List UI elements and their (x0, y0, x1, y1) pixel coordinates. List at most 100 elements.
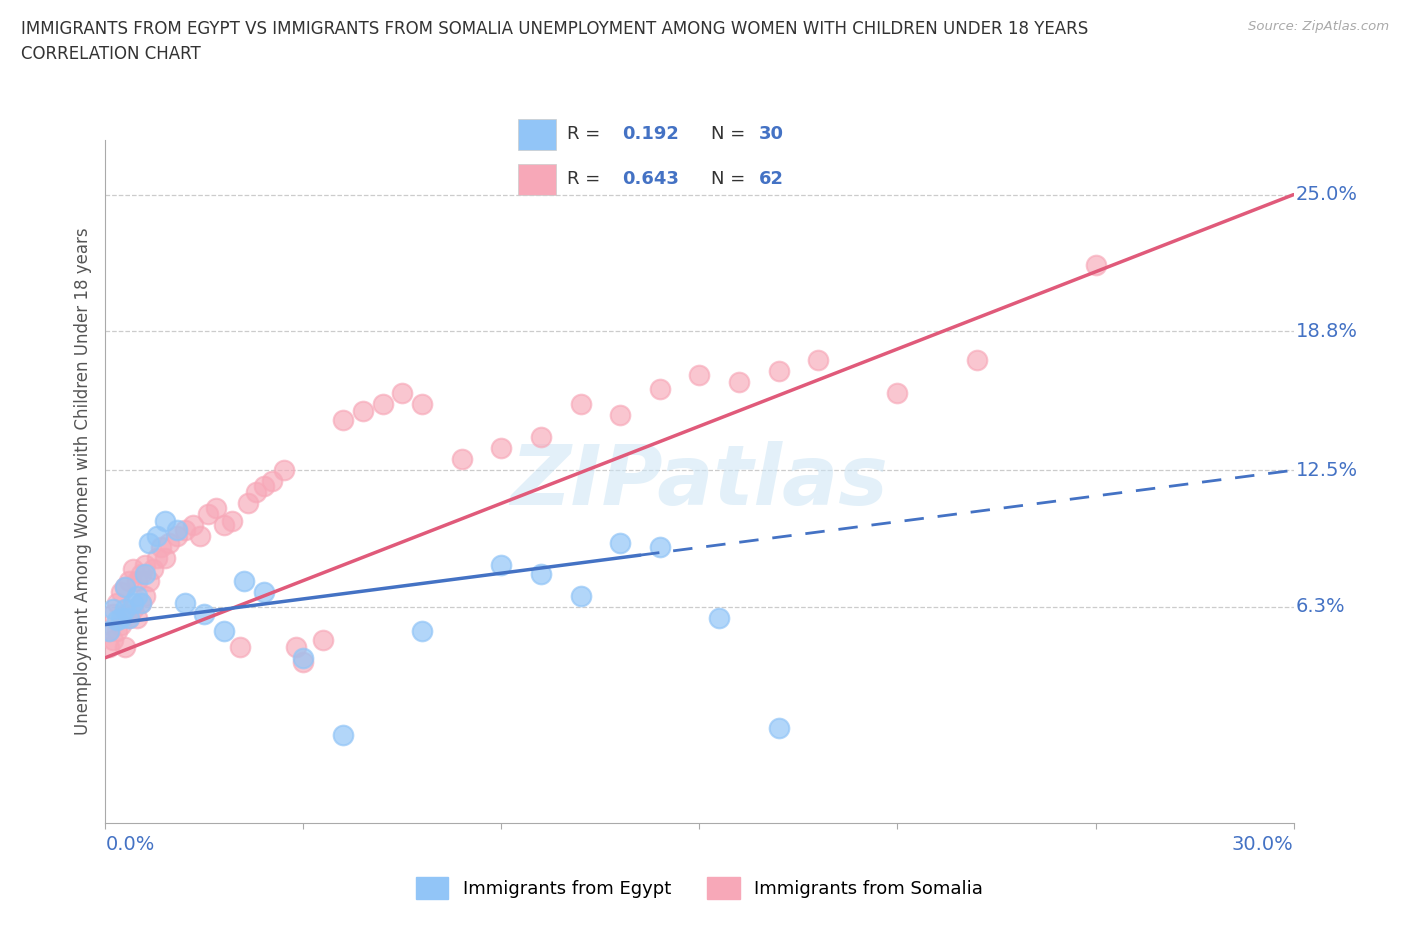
Point (173, 595, 195, 610)
Point (253, 478, 276, 493)
Text: ZIPatlas: ZIPatlas (510, 441, 889, 522)
Point (134, 558, 156, 573)
Point (352, 404, 374, 418)
Point (114, 639, 136, 654)
Point (118, 611, 141, 626)
Point (142, 562, 165, 577)
Point (197, 507, 219, 522)
Text: 18.8%: 18.8% (1296, 322, 1358, 340)
Point (103, 632, 125, 647)
Text: 30.0%: 30.0% (1232, 835, 1294, 855)
Point (193, 606, 215, 621)
Point (134, 589, 156, 604)
Text: 12.5%: 12.5% (1296, 460, 1358, 480)
Point (146, 529, 169, 544)
Point (214, 518, 236, 533)
Point (127, 589, 149, 604)
Point (530, 430, 553, 445)
Point (205, 500, 228, 515)
Point (129, 566, 152, 581)
Point (284, 639, 307, 654)
Point (166, 523, 188, 538)
Point (569, 397, 592, 412)
Point (768, 364, 790, 379)
Point (122, 562, 145, 577)
Point (609, 407, 631, 422)
Point (181, 518, 204, 533)
Point (114, 606, 136, 621)
Bar (517, 164, 555, 195)
Point (233, 573, 256, 588)
Point (149, 540, 172, 555)
Point (190, 529, 212, 544)
Point (236, 496, 259, 511)
Point (292, 650, 315, 665)
Point (98, 624, 121, 639)
Point (450, 452, 472, 467)
Point (122, 602, 145, 617)
Text: 30: 30 (759, 126, 783, 143)
Point (153, 551, 176, 565)
Point (103, 602, 125, 617)
Point (153, 513, 176, 528)
Text: 0.192: 0.192 (621, 126, 679, 143)
Bar (517, 119, 555, 150)
Point (391, 386, 413, 401)
Point (886, 386, 908, 401)
Y-axis label: Unemployment Among Women with Children Under 18 years: Unemployment Among Women with Children U… (73, 228, 91, 735)
Point (214, 624, 236, 639)
Point (166, 529, 188, 544)
Point (245, 485, 267, 499)
Point (98, 639, 121, 654)
Point (146, 551, 169, 565)
Point (648, 540, 671, 555)
Point (371, 397, 394, 412)
Point (105, 613, 128, 628)
Point (530, 566, 553, 581)
Point (122, 595, 145, 610)
Point (292, 655, 315, 670)
Point (332, 727, 354, 742)
Text: CORRELATION CHART: CORRELATION CHART (21, 45, 201, 62)
Point (332, 412, 354, 427)
Point (114, 579, 136, 594)
Point (689, 368, 711, 383)
Point (807, 352, 830, 367)
Point (138, 573, 160, 588)
Text: N =: N = (711, 126, 751, 143)
Point (127, 573, 149, 588)
Text: R =: R = (567, 126, 606, 143)
Point (173, 523, 195, 538)
Point (569, 589, 592, 604)
Text: 0.643: 0.643 (621, 170, 679, 188)
Point (728, 375, 751, 390)
Point (229, 639, 252, 654)
Point (648, 381, 671, 396)
Text: 6.3%: 6.3% (1296, 597, 1346, 617)
Point (127, 611, 149, 626)
Text: N =: N = (711, 170, 751, 188)
Text: 25.0%: 25.0% (1296, 185, 1358, 204)
Point (138, 536, 160, 551)
Point (411, 624, 433, 639)
Point (312, 632, 335, 647)
Point (114, 602, 136, 617)
Point (98, 624, 121, 639)
Point (110, 611, 132, 626)
Point (1084, 258, 1107, 272)
Point (253, 584, 276, 599)
Text: Source: ZipAtlas.com: Source: ZipAtlas.com (1249, 20, 1389, 33)
Point (110, 618, 132, 632)
Point (129, 595, 152, 610)
Point (609, 536, 631, 551)
Point (157, 536, 180, 551)
Text: R =: R = (567, 170, 606, 188)
Text: 0.0%: 0.0% (105, 835, 155, 855)
Point (273, 463, 295, 478)
Point (105, 595, 128, 610)
Point (110, 584, 132, 599)
Point (768, 721, 790, 736)
Point (129, 595, 152, 610)
Point (118, 573, 141, 588)
Text: 62: 62 (759, 170, 783, 188)
